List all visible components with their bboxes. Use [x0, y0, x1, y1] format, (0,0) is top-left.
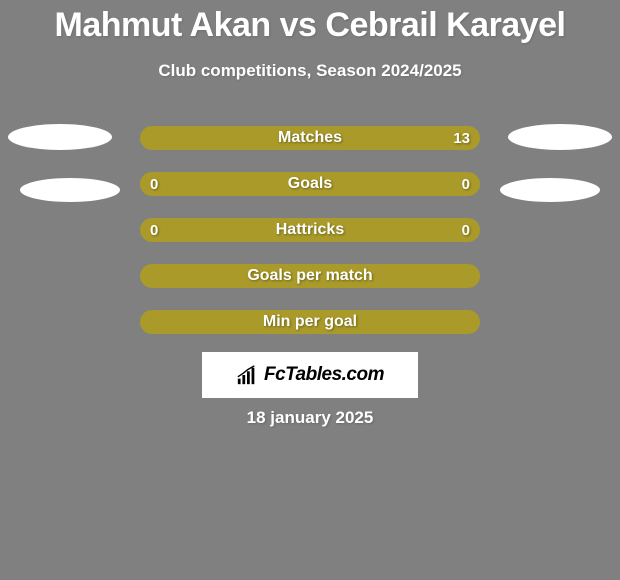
page-title: Mahmut Akan vs Cebrail Karayel: [0, 0, 620, 45]
stat-right-value: 0: [462, 176, 470, 193]
stat-bar-matches: Matches 13: [140, 126, 480, 150]
stat-bar-goals: 0 Goals 0: [140, 172, 480, 196]
player-photo-right-1: [508, 124, 612, 150]
stat-left-value: 0: [150, 176, 158, 193]
stat-label: Matches: [278, 129, 342, 147]
player-photo-left-1: [8, 124, 112, 150]
stat-label: Min per goal: [263, 313, 357, 331]
subtitle: Club competitions, Season 2024/2025: [0, 61, 620, 81]
stat-bars: Matches 13 0 Goals 0 0 Hattricks 0 Goals…: [140, 126, 480, 356]
stat-right-value: 0: [462, 222, 470, 239]
stat-left-value: 0: [150, 222, 158, 239]
player-photo-right-2: [500, 178, 600, 202]
infographic-root: Mahmut Akan vs Cebrail Karayel Club comp…: [0, 0, 620, 580]
stat-label: Hattricks: [276, 221, 344, 239]
stat-label: Goals per match: [247, 267, 372, 285]
stat-bar-goals-per-match: Goals per match: [140, 264, 480, 288]
stat-bar-hattricks: 0 Hattricks 0: [140, 218, 480, 242]
logo-box: FcTables.com: [202, 352, 418, 398]
stat-bar-min-per-goal: Min per goal: [140, 310, 480, 334]
logo-text: FcTables.com: [264, 364, 384, 386]
player-photo-left-2: [20, 178, 120, 202]
stat-right-value: 13: [453, 130, 470, 147]
fctables-logo-icon: [236, 364, 258, 386]
date-label: 18 january 2025: [0, 408, 620, 428]
stat-label: Goals: [288, 175, 332, 193]
